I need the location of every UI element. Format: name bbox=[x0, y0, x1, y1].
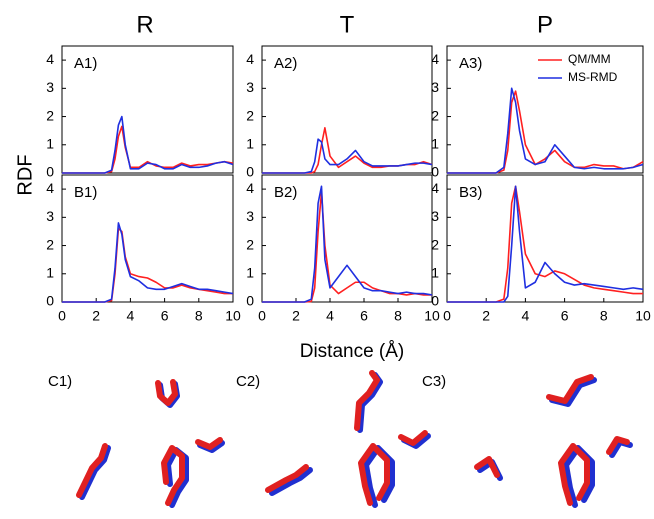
y-tick-label: 2 bbox=[46, 236, 54, 252]
data-line bbox=[62, 227, 233, 303]
x-tick-label: 8 bbox=[600, 308, 608, 324]
y-tick-label: 3 bbox=[46, 79, 54, 95]
y-tick-label: 1 bbox=[431, 135, 439, 151]
y-tick-label: 4 bbox=[246, 51, 254, 67]
legend-label: QM/MM bbox=[568, 52, 611, 66]
panel-label: A3) bbox=[459, 55, 482, 72]
plot-frame bbox=[446, 45, 644, 174]
y-tick-label: 0 bbox=[246, 164, 254, 180]
x-tick-label: 0 bbox=[58, 308, 66, 324]
y-tick-label: 4 bbox=[431, 51, 439, 67]
data-line bbox=[447, 185, 643, 303]
y-tick-label: 0 bbox=[431, 293, 439, 309]
data-line bbox=[62, 222, 234, 303]
plot-frame bbox=[446, 174, 644, 303]
x-tick-label: 2 bbox=[482, 308, 490, 324]
x-tick-label: 0 bbox=[443, 308, 451, 324]
y-tick-label: 3 bbox=[431, 208, 439, 224]
molecule-c2 bbox=[265, 370, 431, 508]
x-tick-label: 6 bbox=[561, 308, 569, 324]
x-tick-label: 4 bbox=[522, 308, 530, 324]
y-tick-label: 2 bbox=[246, 236, 254, 252]
y-tick-label: 4 bbox=[246, 180, 254, 196]
panel-label: C2) bbox=[236, 373, 260, 390]
data-line bbox=[447, 185, 644, 303]
y-tick-label: 1 bbox=[431, 264, 439, 280]
y-tick-label: 0 bbox=[431, 164, 439, 180]
panel-label: A1) bbox=[74, 55, 97, 72]
y-tick-label: 2 bbox=[46, 107, 54, 123]
x-tick-label: 10 bbox=[635, 308, 651, 324]
molecule-c3 bbox=[474, 374, 633, 508]
x-tick-label: 10 bbox=[225, 308, 241, 324]
y-tick-label: 1 bbox=[46, 135, 54, 151]
panel-label: B3) bbox=[459, 184, 482, 201]
y-axis-label: RDF bbox=[14, 154, 36, 195]
x-tick-label: 4 bbox=[127, 308, 135, 324]
data-line bbox=[262, 138, 433, 174]
data-line bbox=[62, 115, 234, 174]
column-title: R bbox=[136, 11, 153, 38]
x-tick-label: 4 bbox=[326, 308, 334, 324]
y-tick-label: 4 bbox=[431, 180, 439, 196]
y-tick-label: 1 bbox=[46, 264, 54, 280]
panel-label: C3) bbox=[422, 373, 446, 390]
y-tick-label: 3 bbox=[431, 79, 439, 95]
panel-label: C1) bbox=[48, 373, 72, 390]
y-tick-label: 3 bbox=[246, 79, 254, 95]
panel-label: B1) bbox=[74, 184, 97, 201]
x-tick-label: 6 bbox=[360, 308, 368, 324]
y-tick-label: 0 bbox=[46, 293, 54, 309]
y-tick-label: 1 bbox=[246, 135, 254, 151]
column-title: T bbox=[340, 11, 355, 38]
molecule-c1 bbox=[76, 379, 225, 508]
y-tick-label: 2 bbox=[431, 236, 439, 252]
panel-label: A2) bbox=[274, 55, 297, 72]
y-tick-label: 1 bbox=[246, 264, 254, 280]
x-tick-label: 8 bbox=[394, 308, 402, 324]
x-tick-label: 2 bbox=[292, 308, 300, 324]
y-tick-label: 3 bbox=[246, 208, 254, 224]
x-axis-label: Distance (Å) bbox=[300, 341, 405, 362]
data-line bbox=[262, 127, 433, 174]
legend-label: MS-RMD bbox=[568, 70, 618, 84]
plot-frame bbox=[261, 174, 433, 303]
x-tick-label: 0 bbox=[258, 308, 266, 324]
panel-label: B2) bbox=[274, 184, 297, 201]
y-tick-label: 4 bbox=[46, 51, 54, 67]
y-tick-label: 2 bbox=[431, 107, 439, 123]
data-line bbox=[262, 191, 432, 303]
column-title: P bbox=[537, 11, 553, 38]
y-tick-label: 0 bbox=[46, 164, 54, 180]
y-tick-label: 2 bbox=[246, 107, 254, 123]
y-tick-label: 3 bbox=[46, 208, 54, 224]
y-tick-label: 0 bbox=[246, 293, 254, 309]
x-tick-label: 2 bbox=[92, 308, 100, 324]
plot-frame bbox=[261, 45, 433, 174]
y-tick-label: 4 bbox=[46, 180, 54, 196]
x-tick-label: 6 bbox=[161, 308, 169, 324]
data-line bbox=[262, 185, 433, 303]
data-line bbox=[447, 87, 644, 174]
plot-frame bbox=[61, 45, 234, 174]
x-tick-label: 10 bbox=[424, 308, 440, 324]
plot-frame bbox=[61, 174, 234, 303]
x-tick-label: 8 bbox=[195, 308, 203, 324]
molecule-structures bbox=[76, 370, 633, 508]
